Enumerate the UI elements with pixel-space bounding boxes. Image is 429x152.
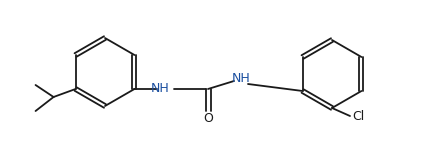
Text: O: O	[203, 112, 213, 124]
Text: Cl: Cl	[352, 111, 364, 123]
Text: NH: NH	[232, 73, 251, 85]
Text: NH: NH	[151, 83, 169, 95]
